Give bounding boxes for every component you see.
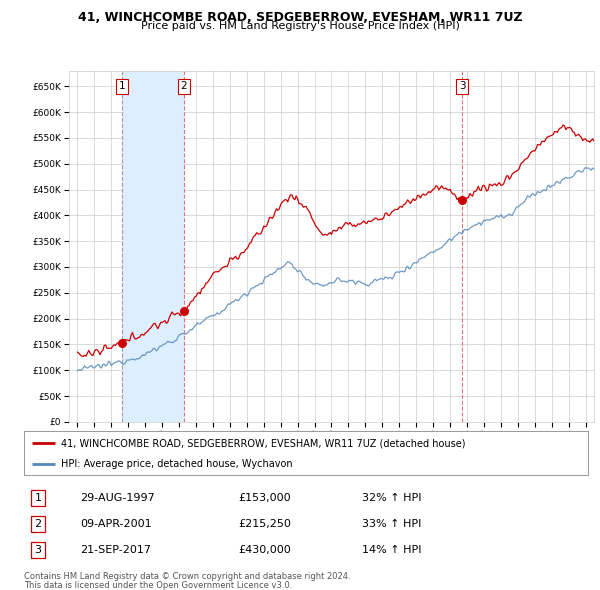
Text: £153,000: £153,000 (238, 493, 291, 503)
Text: 33% ↑ HPI: 33% ↑ HPI (362, 519, 422, 529)
Text: 2: 2 (35, 519, 41, 529)
Text: £215,250: £215,250 (238, 519, 291, 529)
Text: 3: 3 (35, 545, 41, 555)
Text: 32% ↑ HPI: 32% ↑ HPI (362, 493, 422, 503)
Text: 14% ↑ HPI: 14% ↑ HPI (362, 545, 422, 555)
Text: 1: 1 (35, 493, 41, 503)
Text: 2: 2 (181, 81, 187, 91)
Point (457, 195, 467, 205)
Text: 3: 3 (459, 81, 466, 91)
Point (179, 306, 188, 316)
Bar (122, 71, 184, 422)
Text: 1: 1 (119, 81, 125, 91)
Text: 41, WINCHCOMBE ROAD, SEDGEBERROW, EVESHAM, WR11 7UZ: 41, WINCHCOMBE ROAD, SEDGEBERROW, EVESHA… (77, 11, 523, 24)
Text: This data is licensed under the Open Government Licence v3.0.: This data is licensed under the Open Gov… (24, 581, 292, 589)
Text: Contains HM Land Registry data © Crown copyright and database right 2024.: Contains HM Land Registry data © Crown c… (24, 572, 350, 581)
Point (118, 338, 127, 348)
Text: 29-AUG-1997: 29-AUG-1997 (80, 493, 155, 503)
Text: HPI: Average price, detached house, Wychavon: HPI: Average price, detached house, Wych… (61, 459, 292, 469)
Text: 21-SEP-2017: 21-SEP-2017 (80, 545, 151, 555)
Text: 09-APR-2001: 09-APR-2001 (80, 519, 152, 529)
Text: £430,000: £430,000 (238, 545, 291, 555)
Text: Price paid vs. HM Land Registry's House Price Index (HPI): Price paid vs. HM Land Registry's House … (140, 21, 460, 31)
Text: 41, WINCHCOMBE ROAD, SEDGEBERROW, EVESHAM, WR11 7UZ (detached house): 41, WINCHCOMBE ROAD, SEDGEBERROW, EVESHA… (61, 438, 465, 448)
